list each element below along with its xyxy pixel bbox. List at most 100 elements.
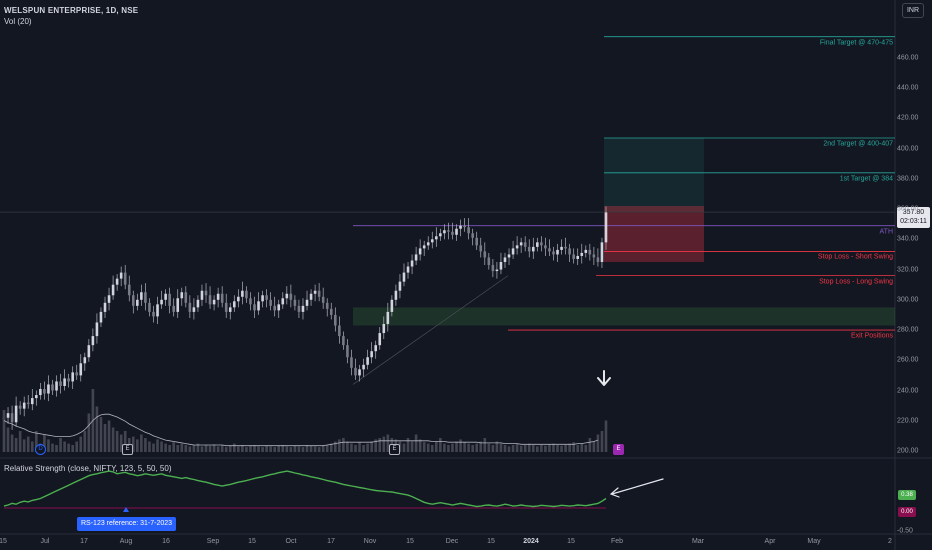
earnings-marker[interactable]: E	[122, 444, 133, 455]
volume-bar	[35, 431, 38, 452]
volume-bar	[584, 445, 588, 452]
volume-bar	[378, 438, 382, 452]
x-tick-label: Sep	[206, 538, 220, 545]
candle-body	[71, 372, 74, 382]
candle-body	[321, 296, 325, 303]
x-tick-label: 15	[567, 538, 575, 545]
candle-body	[152, 311, 155, 317]
candle-body	[544, 245, 547, 249]
dividend-marker[interactable]: D	[35, 444, 46, 455]
candle-body	[406, 266, 410, 273]
volume-bar	[257, 446, 260, 452]
candle-body	[63, 378, 66, 386]
candle-body	[523, 242, 527, 247]
volume-bar	[224, 447, 228, 452]
candle-body	[297, 305, 301, 312]
volume-bar	[406, 438, 410, 452]
y-tick-label: 200.00	[897, 447, 919, 455]
volume-bar	[342, 438, 345, 452]
volume-bar	[249, 445, 252, 452]
candle-body	[447, 230, 450, 232]
rs-reference-tag[interactable]: RS-123 reference: 31-7-2023	[77, 517, 177, 531]
volume-bar	[422, 442, 426, 452]
volume-bar	[216, 446, 220, 452]
volume-bar	[196, 443, 200, 452]
volume-bar	[451, 443, 454, 452]
volume-bar	[463, 442, 466, 452]
earnings-marker[interactable]: E	[389, 444, 400, 455]
volume-bar	[519, 445, 523, 452]
candle-body	[253, 304, 256, 311]
volume-legend[interactable]: Vol (20)	[4, 17, 32, 26]
volume-bar	[414, 434, 418, 452]
rs-line	[3, 470, 607, 508]
volume-bar	[261, 447, 264, 452]
candle-body	[386, 311, 390, 324]
candle-body	[237, 296, 240, 302]
candle-body	[503, 257, 507, 262]
volume-bar	[447, 445, 450, 452]
pointer-arrow-annotation	[609, 478, 664, 498]
candle-body	[354, 367, 357, 376]
candle-body	[467, 227, 470, 234]
volume-bar	[540, 445, 543, 452]
candle-body	[35, 395, 38, 399]
volume-bar	[483, 438, 487, 452]
volume-bar	[237, 446, 240, 452]
y-tick-label: 460.00	[897, 54, 919, 62]
candle-body	[180, 292, 184, 299]
volume-bar	[119, 434, 123, 452]
candle-body	[188, 302, 192, 312]
candle-body	[572, 254, 575, 259]
candle-body	[277, 304, 281, 311]
candle-body	[99, 311, 103, 323]
volume-bar	[410, 441, 414, 452]
candle-body	[511, 248, 515, 255]
earnings-marker[interactable]: E	[613, 444, 624, 455]
candle-body	[59, 381, 62, 386]
volume-bar	[51, 443, 54, 452]
candle-body	[168, 293, 171, 306]
volume-bar	[212, 444, 216, 452]
level-label: Final Target @ 470-475	[819, 39, 893, 47]
volume-bar	[107, 420, 111, 452]
x-tick-label: 2	[888, 538, 892, 545]
currency-button[interactable]: INR	[902, 3, 924, 18]
volume-bar	[22, 439, 26, 452]
candle-body	[184, 292, 188, 303]
x-tick-label: May	[807, 538, 821, 545]
candle-body	[18, 405, 22, 409]
volume-bar	[455, 441, 458, 452]
volume-bar	[531, 445, 535, 452]
candle-body	[192, 307, 196, 312]
candle-body	[422, 245, 426, 249]
rs-indicator-legend[interactable]: Relative Strength (close, NIFTY, 123, 5,…	[4, 464, 172, 473]
volume-bar	[430, 445, 434, 452]
rs-tick-label: -0.50	[897, 527, 913, 535]
candle-body	[548, 248, 551, 252]
volume-bar	[329, 443, 333, 452]
volume-bar	[123, 431, 127, 452]
level-label: ATH	[879, 228, 893, 236]
candle-body	[269, 299, 272, 306]
candle-body	[47, 384, 50, 394]
candle-body	[390, 299, 394, 312]
candle-body	[531, 246, 535, 252]
volume-bar	[439, 438, 442, 452]
volume-bar	[281, 445, 285, 452]
symbol-legend[interactable]: WELSPUN ENTERPRISE, 1D, NSE	[4, 6, 139, 15]
candle-body	[495, 269, 499, 272]
candle-body	[164, 293, 167, 300]
candle-body	[6, 413, 10, 418]
volume-bar	[265, 445, 268, 452]
candle-body	[285, 293, 289, 299]
volume-bar	[156, 439, 159, 452]
y-tick-label: 340.00	[897, 235, 919, 243]
candle-body	[366, 357, 369, 365]
volume-bar	[188, 446, 192, 452]
volume-bar	[471, 445, 474, 452]
candle-body	[475, 237, 479, 246]
volume-bar	[426, 443, 430, 452]
volume-bar	[499, 443, 503, 452]
